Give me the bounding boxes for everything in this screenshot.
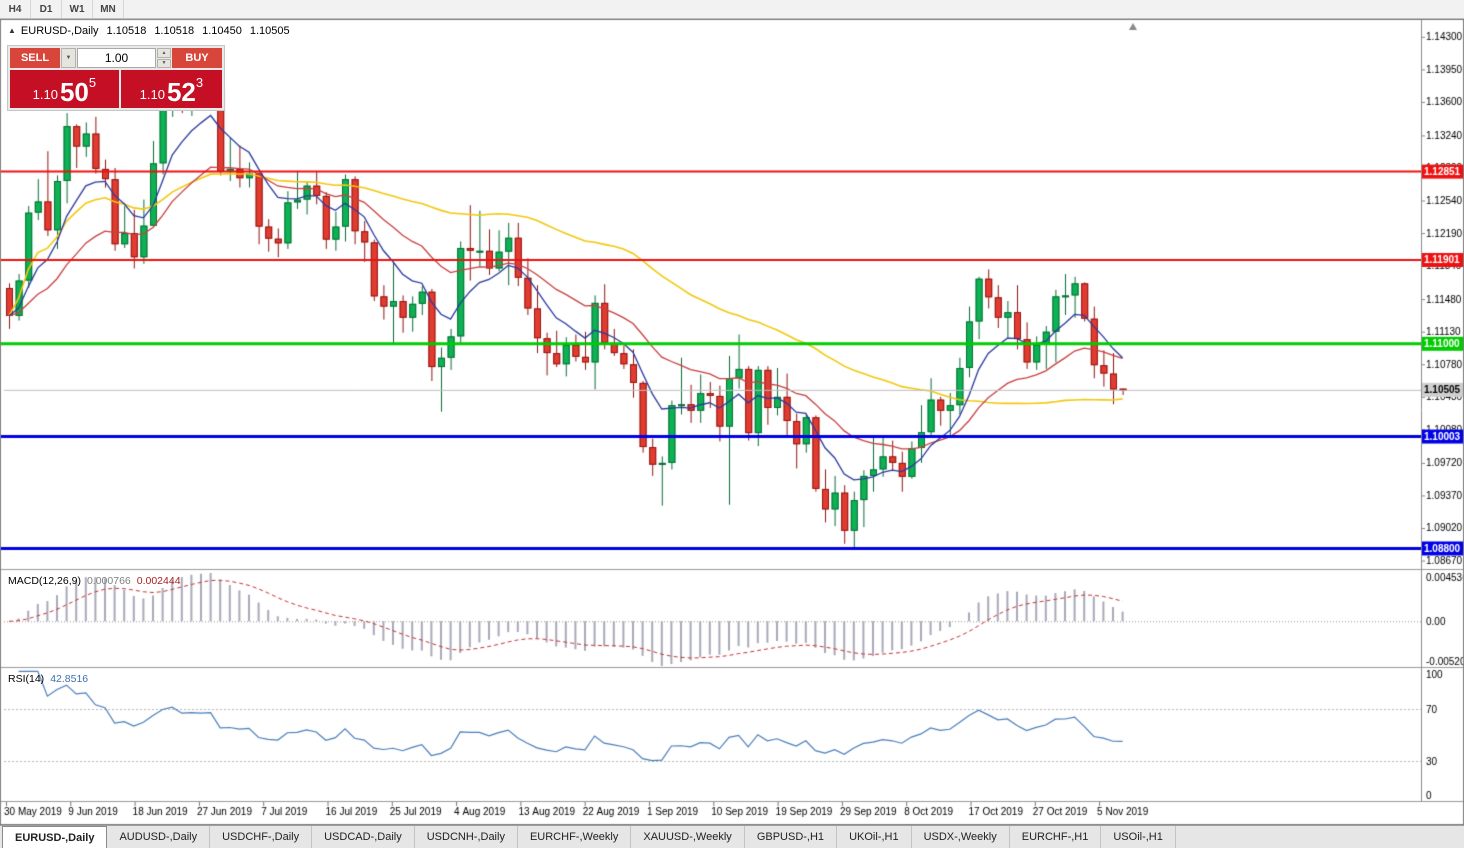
one-click-trading-panel: SELL ▼ ▲ ▼ BUY 1.10 50 5 1.10 52 3 [7,45,225,111]
chart-tab-eurusd-daily[interactable]: EURUSD-,Daily [2,826,108,848]
rsi-value: 42.8516 [50,673,89,685]
chart-tab-usdcad-daily[interactable]: USDCAD-,Daily [312,826,415,848]
ohlc-low: 1.10450 [202,25,242,37]
chart-tab-usdchf-daily[interactable]: USDCHF-,Daily [210,826,313,848]
volume-dropdown-button[interactable]: ▼ [61,48,76,68]
chart-tab-eurchf-weekly[interactable]: EURCHF-,Weekly [518,826,632,848]
timeframe-button-d1[interactable]: D1 [31,0,62,18]
ohlc-open: 1.10518 [106,25,147,37]
sell-button[interactable]: SELL [10,48,60,68]
bid-prefix: 1.10 [32,87,58,102]
rsi-name: RSI(14) [8,673,45,685]
volume-input[interactable] [77,48,156,68]
price-axis[interactable] [1422,19,1464,802]
macd-main-value: 0.000766 [86,575,131,587]
chart-tab-xauusd-weekly[interactable]: XAUUSD-,Weekly [631,826,745,848]
chart-window: ▲ EURUSD-,Daily 1.10518 1.10518 1.10450 … [0,19,1464,825]
spinner-down-icon[interactable]: ▼ [157,58,171,68]
ask-pipette: 3 [195,75,204,90]
ask-main: 52 [166,77,196,108]
chart-canvas[interactable] [0,19,1464,825]
macd-name: MACD(12,26,9) [8,575,81,587]
timeframe-button-w1[interactable]: W1 [62,0,93,18]
time-axis[interactable] [0,802,1422,822]
rsi-indicator-label: RSI(14) 42.8516 [8,673,88,685]
timeframe-button-h4[interactable]: H4 [0,0,31,18]
chevron-down-icon: ▼ [65,55,72,61]
chart-tab-gbpusd-h1[interactable]: GBPUSD-,H1 [745,826,838,848]
chart-tab-usoil-h1[interactable]: USOil-,H1 [1101,826,1176,848]
timeframe-toolbar: H4 D1 W1 MN [0,0,1464,19]
ohlc-high: 1.10518 [154,25,195,37]
chart-tab-bar: EURUSD-,Daily AUDUSD-,Daily USDCHF-,Dail… [0,825,1464,848]
chart-title: ▲ EURUSD-,Daily 1.10518 1.10518 1.10450 … [8,25,290,37]
timeframe-button-mn[interactable]: MN [93,0,124,18]
macd-indicator-label: MACD(12,26,9) 0.000766 0.002444 [8,575,181,587]
bid-price[interactable]: 1.10 50 5 [10,70,119,108]
ask-price[interactable]: 1.10 52 3 [120,70,222,108]
chart-tab-audusd-daily[interactable]: AUDUSD-,Daily [107,826,211,848]
chart-symbol-label: EURUSD-,Daily [20,25,99,37]
buy-button[interactable]: BUY [172,48,222,68]
one-click-collapse-icon[interactable]: ▲ [8,26,16,35]
bid-main: 50 [59,77,89,108]
macd-signal-value: 0.002444 [136,575,181,587]
volume-spinner: ▲ ▼ [157,48,171,68]
chart-tab-usdcnh-daily[interactable]: USDCNH-,Daily [415,826,518,848]
bid-pipette: 5 [88,75,97,90]
spinner-up-icon[interactable]: ▲ [157,48,171,58]
ask-prefix: 1.10 [139,87,165,102]
chart-tab-ukoil-h1[interactable]: UKOil-,H1 [837,826,912,848]
chart-tab-eurchf-h1[interactable]: EURCHF-,H1 [1010,826,1102,848]
ohlc-close: 1.10505 [249,25,290,37]
chart-tab-usdx-weekly[interactable]: USDX-,Weekly [912,826,1010,848]
